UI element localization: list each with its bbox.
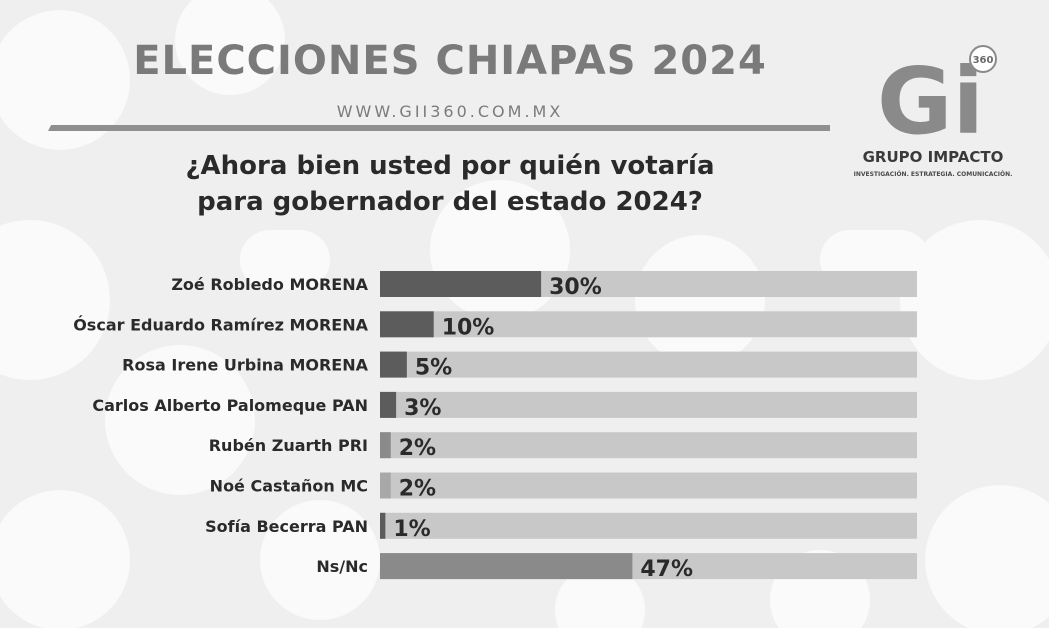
- question-line-2: para gobernador del estado 2024?: [197, 187, 703, 217]
- value-label: 47%: [640, 557, 693, 582]
- question-text: ¿Ahora bien usted por quién votaría para…: [140, 148, 760, 220]
- value-label: 30%: [549, 275, 602, 300]
- value-label: 2%: [399, 436, 436, 461]
- bar-track: [380, 432, 917, 459]
- category-label: Rubén Zuarth PRI: [209, 436, 368, 455]
- question-line-1: ¿Ahora bien usted por quién votaría: [185, 151, 715, 181]
- logo-badge: 360: [973, 55, 994, 66]
- gi-logo-icon: Gi 360: [877, 45, 997, 145]
- value-label: 10%: [442, 315, 495, 340]
- category-label: Ns/Nc: [316, 557, 368, 576]
- title-divider: [48, 125, 830, 131]
- value-label: 1%: [393, 517, 430, 542]
- bar-track: [380, 351, 917, 378]
- logo-name: GRUPO IMPACTO: [862, 148, 1004, 166]
- bar: [380, 512, 386, 539]
- website-url: WWW.GII360.COM.MX: [336, 102, 564, 121]
- bar-track: [380, 311, 917, 338]
- category-label: Rosa Irene Urbina MORENA: [122, 356, 368, 375]
- value-label: 3%: [404, 396, 441, 421]
- chart-title: ELECCIONES CHIAPAS 2024: [133, 38, 767, 84]
- bar-track: [380, 391, 917, 418]
- category-label: Zoé Robledo MORENA: [171, 275, 368, 294]
- category-label: Noé Castañon MC: [210, 477, 368, 496]
- value-label: 2%: [399, 477, 436, 502]
- category-label: Óscar Eduardo Ramírez MORENA: [73, 315, 368, 334]
- bar: [380, 271, 542, 297]
- bar-track: [380, 512, 917, 539]
- brand-logo: Gi 360 GRUPO IMPACTO INVESTIGACIÓN. ESTR…: [845, 45, 1025, 185]
- bar: [380, 472, 391, 499]
- bar: [380, 391, 397, 418]
- bar: [380, 351, 407, 378]
- logo-letters: Gi: [877, 48, 984, 145]
- value-label: 5%: [415, 356, 452, 381]
- category-label: Sofía Becerra PAN: [205, 517, 368, 536]
- bar: [380, 311, 434, 338]
- bar: [380, 553, 633, 580]
- logo-tagline: INVESTIGACIÓN. ESTRATEGIA. COMUNICACIÓN.: [853, 171, 1013, 178]
- bar: [380, 432, 391, 459]
- category-label: Carlos Alberto Palomeque PAN: [92, 396, 368, 415]
- bar-track: [380, 472, 917, 499]
